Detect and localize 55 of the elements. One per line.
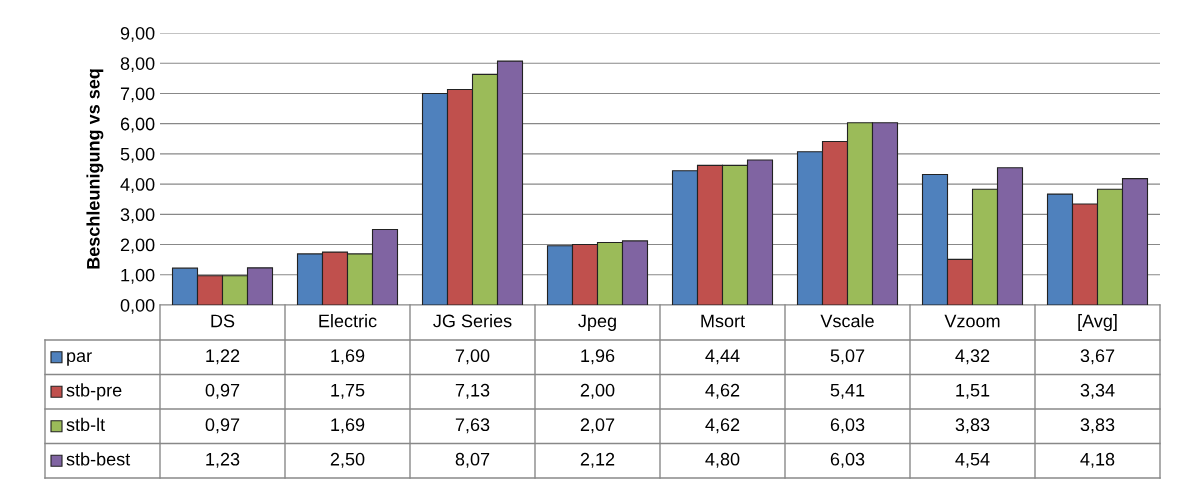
data-label: 7,00 (455, 349, 490, 365)
data-label: 1,22 (206, 349, 240, 365)
x-tick-label: DS (211, 314, 235, 328)
data-label: 2,12 (580, 452, 615, 468)
data-label: 6,03 (830, 418, 865, 434)
y-tick-label: 3,00 (120, 208, 155, 224)
data-label: 1,75 (331, 384, 365, 399)
legend-label: stb-best (66, 452, 131, 466)
y-tick-label: 9,00 (120, 26, 155, 42)
data-label: 3,34 (1080, 383, 1115, 399)
x-tick-label: Vscale (820, 314, 874, 328)
y-tick-label: 7,00 (120, 87, 155, 103)
data-label: 3,83 (955, 418, 990, 434)
data-label: 1,69 (331, 418, 365, 434)
data-label: 4,44 (705, 349, 740, 365)
x-tick-label: JG Series (433, 314, 512, 328)
data-label: 4,62 (705, 418, 740, 434)
data-label: 3,83 (1080, 418, 1115, 434)
data-label: 0,97 (205, 418, 240, 434)
data-label: 7,63 (455, 418, 490, 434)
legend-label: par (67, 352, 92, 366)
data-label: 4,54 (955, 453, 990, 468)
data-label: 2,00 (580, 383, 615, 399)
data-label: 1,23 (206, 452, 240, 468)
data-label: 5,41 (830, 384, 865, 399)
data-label: 0,97 (205, 383, 240, 399)
y-tick-label: 5,00 (120, 147, 155, 163)
data-label: 4,32 (955, 349, 990, 365)
x-tick-label: Electric (319, 314, 377, 328)
data-label: 7,13 (455, 383, 490, 399)
x-tick-label: Jpeg (578, 314, 616, 331)
data-label: 4,62 (705, 383, 740, 399)
data-label: 4,18 (1080, 452, 1115, 468)
y-tick-label: 0,00 (120, 298, 155, 314)
y-tick-label: 4,00 (120, 178, 155, 193)
y-tick-label: 2,00 (120, 238, 155, 254)
legend-label: stb-pre (66, 383, 122, 401)
x-tick-label: Msort (701, 314, 745, 328)
y-tick-label: 6,00 (120, 117, 155, 133)
y-tick-label: 8,00 (120, 57, 155, 73)
data-label: 4,80 (705, 452, 740, 468)
data-label: 5,07 (830, 349, 865, 365)
x-tick-label: Vzoom (944, 314, 1000, 328)
y-axis-title: Beschleunigung vs seq (86, 69, 104, 269)
data-label: 8,07 (455, 452, 490, 468)
y-tick-label: 1,00 (121, 268, 155, 284)
data-label: 2,50 (330, 452, 365, 468)
data-label: 3,67 (1080, 349, 1115, 365)
data-label: 1,69 (331, 349, 365, 365)
data-label: 1,51 (956, 384, 990, 399)
data-label: 2,07 (580, 418, 615, 434)
data-label: 6,03 (830, 452, 865, 468)
x-tick-label: [Avg] (1078, 314, 1117, 331)
data-label: 1,96 (581, 349, 615, 365)
legend-label: stb-lt (66, 417, 105, 432)
